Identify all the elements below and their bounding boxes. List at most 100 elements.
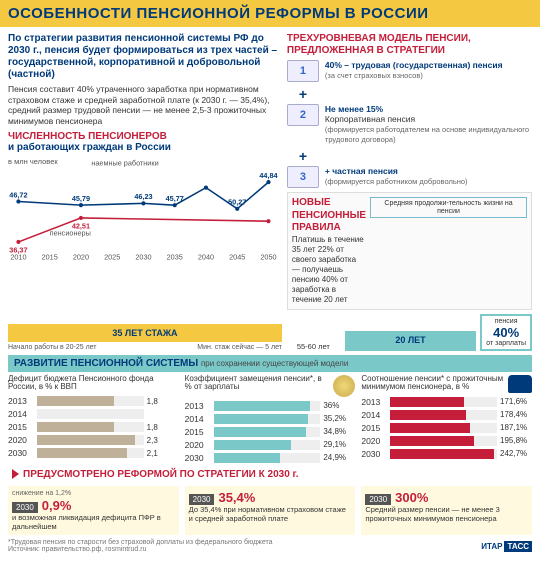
dev-head-main: РАЗВИТИЕ ПЕНСИОННОЙ СИСТЕМЫ [14, 358, 198, 369]
svg-text:2025: 2025 [104, 252, 120, 261]
dev-head-note: при сохранении существующей модели [201, 359, 348, 368]
strategy-note: Пенсия составит 40% утраченного заработк… [8, 84, 279, 127]
bar-year: 2014 [185, 414, 211, 424]
pension-pct: 40% [493, 325, 519, 340]
bar-row: 201336% [185, 401, 356, 411]
bar-fill [390, 449, 494, 459]
bar-value: 242,7% [500, 449, 532, 458]
reform-sub: Средний размер пенсии — не менее 3 прожи… [365, 505, 528, 523]
bar-row: 2020 2,3 [8, 435, 179, 445]
bar-row: 2013171,6% [361, 397, 532, 407]
bar-value: 187,1% [500, 423, 532, 432]
bar-fill [214, 427, 307, 437]
bar-fill [214, 414, 308, 424]
tl-start: Начало работы в 20-25 лет [8, 344, 97, 351]
bar-row: 202029,1% [185, 440, 356, 450]
bar-year: 2015 [361, 423, 387, 433]
new-rules-box: НОВЫЕ ПЕНСИОННЫЕ ПРАВИЛА Платишь в течен… [287, 192, 532, 310]
model-text: Не менее 15%Корпоративная пенсия(формиру… [325, 104, 532, 144]
plus-icon: + [299, 86, 532, 102]
bar-row: 2014 35,2% [185, 414, 356, 424]
page-title: ОСОБЕННОСТИ ПЕНСИОННОЙ РЕФОРМЫ В РОССИИ [0, 0, 540, 27]
dev-column: Соотношение пенсии* с прожиточным миниму… [361, 375, 532, 466]
bar-value: 36% [323, 401, 355, 410]
bar-year: 2014 [361, 410, 387, 420]
pension-word: пенсия [495, 318, 518, 325]
bar-row: 201534,8% [185, 427, 356, 437]
bar-value: 24,9% [323, 453, 355, 462]
reform-sub: и возможная ликвидация дефицита ПФР в да… [12, 513, 175, 531]
footnote: *Трудовая пенсия по старости без страхов… [8, 539, 273, 546]
svg-text:2020: 2020 [73, 252, 89, 261]
development-header: РАЗВИТИЕ ПЕНСИОННОЙ СИСТЕМЫ при сохранен… [8, 355, 532, 372]
bar-row: 2030 2,1 [8, 448, 179, 458]
model-text: + частная пенсия(формируется работником … [325, 166, 468, 186]
bar-year: 2020 [361, 436, 387, 446]
tl-min: Мин. стаж сейчас — 5 лет [197, 344, 282, 351]
reform-cell: 2030300% Средний размер пенсии — не мене… [361, 486, 532, 536]
svg-text:2045: 2045 [229, 252, 245, 261]
bar-fill [390, 423, 470, 433]
source: Источник: правительство.рф, rosmintrud.r… [8, 546, 273, 553]
bar-year: 2015 [185, 427, 211, 437]
stage-bar: 35 ЛЕТ СТАЖА [8, 324, 282, 342]
logo-itar: ИТАР [481, 542, 502, 551]
bar-fill [214, 453, 280, 463]
reform-year: 2030 [12, 502, 38, 514]
svg-text:2015: 2015 [42, 252, 58, 261]
reform-cell: снижение на 1,2% 20300,9% и возможная ли… [8, 486, 179, 536]
bar-year: 2020 [8, 435, 34, 445]
bar-fill [37, 435, 135, 445]
bar-fill [37, 422, 114, 432]
bar-value: 35,2% [323, 414, 355, 423]
strategy-heading: По стратегии развития пенсионной системы… [8, 33, 279, 81]
pop-title-blue: и работающих граждан в России [8, 142, 171, 153]
bar-year: 2020 [185, 440, 211, 450]
population-title: ЧИСЛЕННОСТЬ ПЕНСИОНЕРОВ и работающих гра… [8, 131, 279, 153]
bar-row: 2014 [8, 409, 179, 419]
svg-text:44,84: 44,84 [259, 170, 278, 179]
dev-column: Коэффициент замещения пенсии*, в % от за… [185, 375, 356, 466]
reform-value: 35,4% [218, 490, 255, 506]
bar-value: 1,8 [147, 397, 179, 406]
reform-year: 2030 [189, 494, 215, 506]
line-chart: 20102015202020252030203520402045205046,7… [8, 157, 279, 262]
bar-row: 2020195,8% [361, 436, 532, 446]
model-text: 40% – трудовая (государственная) пенсия(… [325, 60, 503, 80]
bar-fill [390, 410, 466, 420]
bar-year: 2030 [361, 449, 387, 459]
bar-year: 2015 [8, 422, 34, 432]
dev-col-header: Соотношение пенсии* с прожиточным миниму… [361, 375, 532, 393]
bar-value: 2,1 [147, 449, 179, 458]
timeline: 35 ЛЕТ СТАЖА Начало работы в 20-25 лет М… [8, 314, 532, 351]
reform-value: 0,9% [42, 498, 72, 514]
svg-text:46,23: 46,23 [134, 192, 152, 201]
model-list: 1 40% – трудовая (государственная) пенси… [287, 60, 532, 188]
bar-value: 178,4% [500, 410, 532, 419]
svg-text:46,72: 46,72 [9, 190, 27, 199]
bar-row: 20151,8 [8, 422, 179, 432]
bar-fill [214, 440, 292, 450]
rules-title: НОВЫЕ ПЕНСИОННЫЕ ПРАВИЛА [292, 197, 366, 235]
content: По стратегии развития пенсионной системы… [0, 27, 540, 559]
model-title: ТРЕХУРОВНЕВАЯ МОДЕЛЬ ПЕНСИИ, ПРЕДЛОЖЕННА… [287, 33, 532, 57]
reform-cell: 203035,4% До 35,4% при нормативном страх… [185, 486, 356, 536]
population-chart: в млн человек 20102015202020252030203520… [8, 157, 279, 262]
reform-year: 2030 [365, 494, 391, 506]
svg-text:36,37: 36,37 [9, 245, 27, 254]
reform-head-text: ПРЕДУСМОТРЕНО РЕФОРМОЙ ПО СТРАТЕГИИ К 20… [23, 469, 298, 480]
rules-text: Платишь в течение 35 лет 22% от своего з… [292, 235, 366, 305]
footer: *Трудовая пенсия по старости без страхов… [8, 539, 532, 553]
bar-year: 2013 [8, 396, 34, 406]
svg-text:наемные работники: наемные работники [91, 158, 158, 167]
coin-icon [333, 375, 355, 397]
model-item: 2 Не менее 15%Корпоративная пенсия(форми… [287, 104, 532, 144]
bar-fill [390, 436, 474, 446]
model-num-icon: 3 [287, 166, 319, 188]
bar-row: 2013 1,8 [8, 396, 179, 406]
tl-age: 55-60 лет [286, 342, 341, 351]
bar-year: 2030 [8, 448, 34, 458]
bar-fill [37, 396, 114, 406]
bar-value: 2,3 [147, 436, 179, 445]
svg-text:2050: 2050 [260, 252, 276, 261]
